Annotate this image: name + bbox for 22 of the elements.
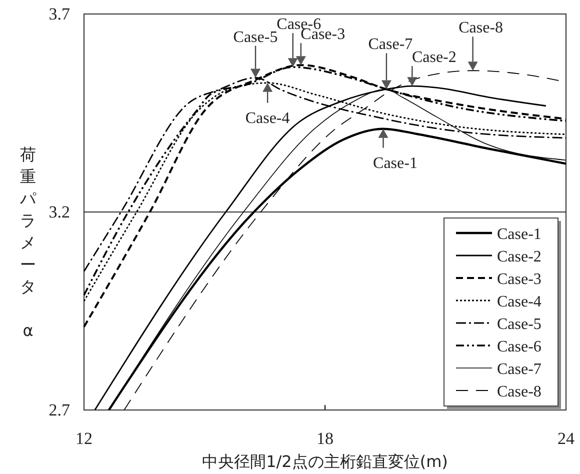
legend-label: Case-1 bbox=[497, 226, 542, 243]
annotation: Case-4 bbox=[245, 110, 290, 127]
text: 荷重パラメータ α bbox=[20, 145, 36, 340]
annotation: Case-5 bbox=[233, 28, 278, 46]
legend-label: Case-3 bbox=[497, 271, 542, 288]
x-tick-label: 24 bbox=[558, 429, 575, 448]
legend-label: Case-4 bbox=[497, 294, 542, 310]
legend-label: Case-6 bbox=[497, 338, 542, 356]
x-tick-label: 12 bbox=[76, 429, 92, 448]
annotation: Case-7 bbox=[368, 36, 413, 54]
legend-label: Case-8 bbox=[497, 384, 542, 400]
legend-label: Case-7 bbox=[497, 361, 542, 378]
legend-label: Case-2 bbox=[497, 248, 542, 266]
annotation: Case-1 bbox=[373, 154, 418, 172]
y-tick-label: 3.7 bbox=[48, 4, 70, 24]
annotation: Case-2 bbox=[412, 49, 456, 66]
x-axis-title: 中央径間1/2点の主桁鉛直変位(m) bbox=[202, 452, 448, 471]
y-tick-label: 2.7 bbox=[48, 400, 70, 420]
x-tick-label: 18 bbox=[316, 429, 334, 448]
annotation: Case-8 bbox=[458, 20, 504, 37]
y-tick-label: 3.2 bbox=[48, 202, 70, 222]
legend-label: Case-5 bbox=[497, 316, 542, 333]
